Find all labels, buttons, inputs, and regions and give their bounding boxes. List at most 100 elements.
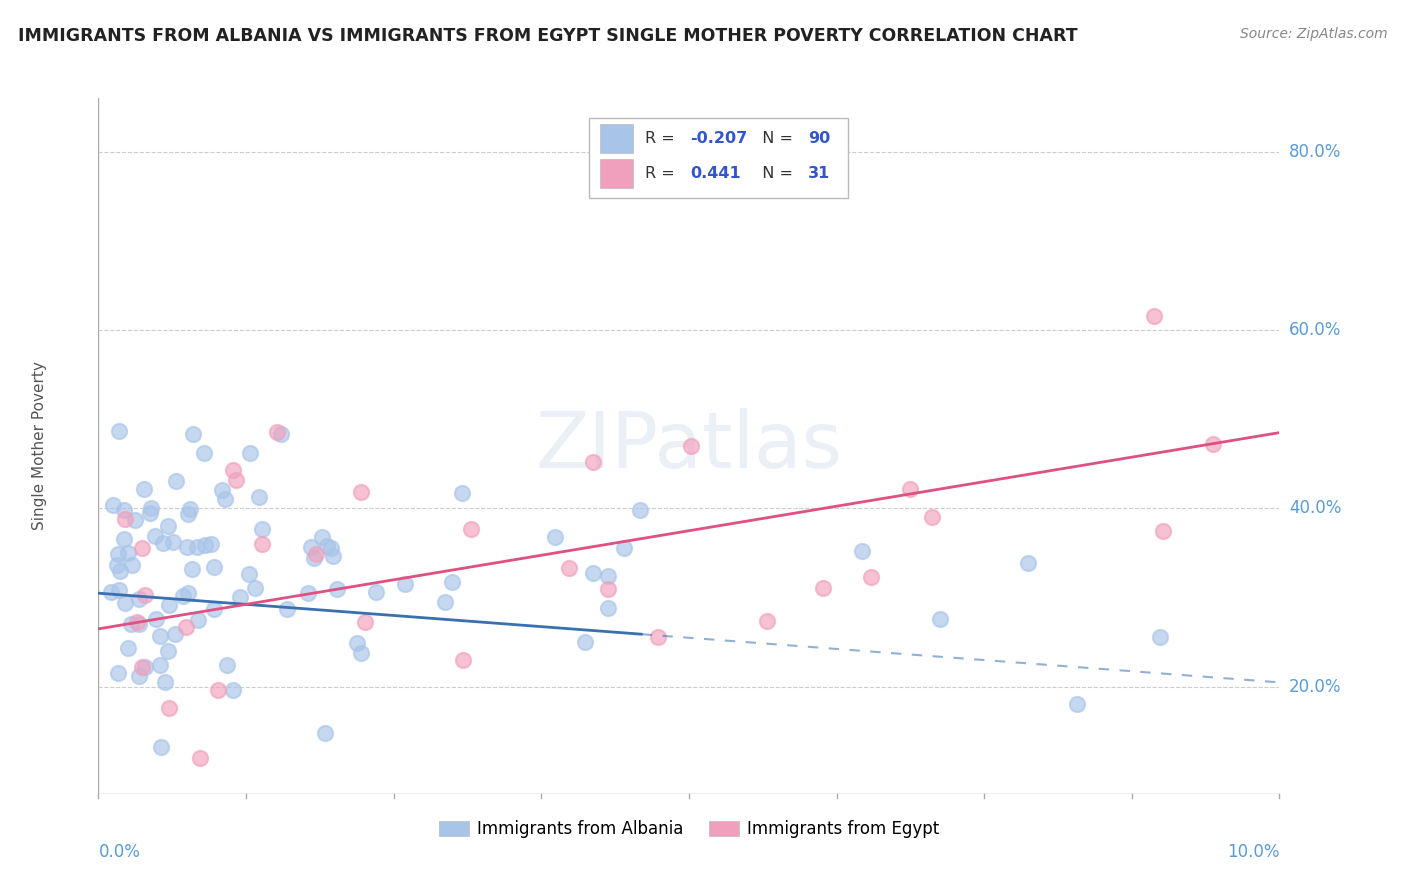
- Point: [193, 446, 215, 460]
- Point: [202, 559, 225, 574]
- Point: [1152, 524, 1174, 538]
- Point: [582, 566, 605, 580]
- Point: [128, 591, 150, 606]
- Point: [204, 602, 226, 616]
- Text: Source: ZipAtlas.com: Source: ZipAtlas.com: [1240, 27, 1388, 41]
- Point: [112, 532, 135, 546]
- Point: [811, 582, 834, 596]
- Point: [177, 586, 200, 600]
- Point: [266, 425, 288, 440]
- Point: [127, 615, 149, 629]
- Point: [243, 581, 266, 595]
- Text: 0.0%: 0.0%: [98, 843, 141, 861]
- Point: [238, 567, 260, 582]
- Point: [440, 574, 463, 589]
- Point: [181, 562, 204, 576]
- Point: [132, 483, 155, 497]
- Point: [141, 501, 163, 516]
- Point: [921, 509, 943, 524]
- Point: [121, 558, 143, 572]
- Point: [755, 614, 778, 628]
- Point: [138, 506, 160, 520]
- Point: [172, 589, 194, 603]
- Point: [148, 657, 170, 672]
- Point: [558, 561, 581, 575]
- Point: [460, 522, 482, 536]
- Point: [214, 491, 236, 506]
- Point: [194, 538, 217, 552]
- Point: [108, 582, 131, 597]
- Point: [346, 636, 368, 650]
- Point: [131, 659, 153, 673]
- Point: [304, 550, 326, 565]
- Point: [183, 427, 205, 442]
- Point: [215, 658, 238, 673]
- Point: [225, 474, 247, 488]
- Point: [149, 629, 172, 643]
- Text: 0.441: 0.441: [690, 166, 741, 181]
- Point: [134, 659, 156, 673]
- Point: [350, 647, 373, 661]
- Point: [101, 498, 124, 512]
- Text: 80.0%: 80.0%: [1289, 143, 1341, 161]
- Point: [305, 547, 328, 561]
- Text: 60.0%: 60.0%: [1289, 321, 1341, 339]
- Point: [157, 519, 180, 533]
- Text: 10.0%: 10.0%: [1227, 843, 1279, 861]
- Point: [239, 445, 262, 459]
- Point: [297, 586, 319, 600]
- Point: [394, 577, 416, 591]
- Point: [679, 439, 702, 453]
- Point: [252, 522, 274, 536]
- Text: 40.0%: 40.0%: [1289, 500, 1341, 517]
- Point: [582, 455, 605, 469]
- Point: [100, 584, 122, 599]
- Text: 90: 90: [808, 131, 831, 146]
- FancyBboxPatch shape: [600, 159, 634, 188]
- Point: [451, 653, 474, 667]
- Point: [114, 512, 136, 526]
- Point: [179, 501, 201, 516]
- Point: [350, 484, 373, 499]
- Point: [247, 490, 270, 504]
- Point: [150, 739, 173, 754]
- Point: [433, 594, 456, 608]
- Point: [316, 539, 339, 553]
- Point: [157, 598, 180, 612]
- Point: [186, 540, 208, 554]
- Point: [598, 568, 620, 582]
- Point: [128, 617, 150, 632]
- Text: N =: N =: [752, 166, 797, 181]
- FancyBboxPatch shape: [600, 124, 634, 153]
- Point: [900, 482, 922, 496]
- Point: [222, 463, 245, 477]
- Point: [145, 612, 167, 626]
- Text: 20.0%: 20.0%: [1289, 678, 1341, 696]
- Point: [319, 541, 342, 555]
- Point: [114, 596, 136, 610]
- Text: Single Mother Poverty: Single Mother Poverty: [32, 361, 46, 531]
- Point: [134, 588, 156, 602]
- Point: [128, 669, 150, 683]
- Point: [117, 546, 139, 560]
- Point: [162, 534, 184, 549]
- Point: [120, 616, 142, 631]
- Text: -0.207: -0.207: [690, 131, 748, 146]
- Point: [105, 558, 128, 572]
- Point: [574, 634, 596, 648]
- Point: [596, 601, 619, 615]
- Text: ZIPatlas: ZIPatlas: [536, 408, 842, 484]
- Point: [131, 541, 153, 556]
- Point: [228, 590, 250, 604]
- Point: [252, 536, 274, 550]
- Point: [152, 536, 174, 550]
- Point: [630, 503, 652, 517]
- Point: [311, 530, 333, 544]
- Point: [117, 640, 139, 655]
- Point: [851, 544, 873, 558]
- Point: [647, 630, 669, 644]
- Point: [1017, 557, 1039, 571]
- Point: [176, 541, 198, 555]
- Text: 31: 31: [808, 166, 831, 181]
- Point: [928, 612, 950, 626]
